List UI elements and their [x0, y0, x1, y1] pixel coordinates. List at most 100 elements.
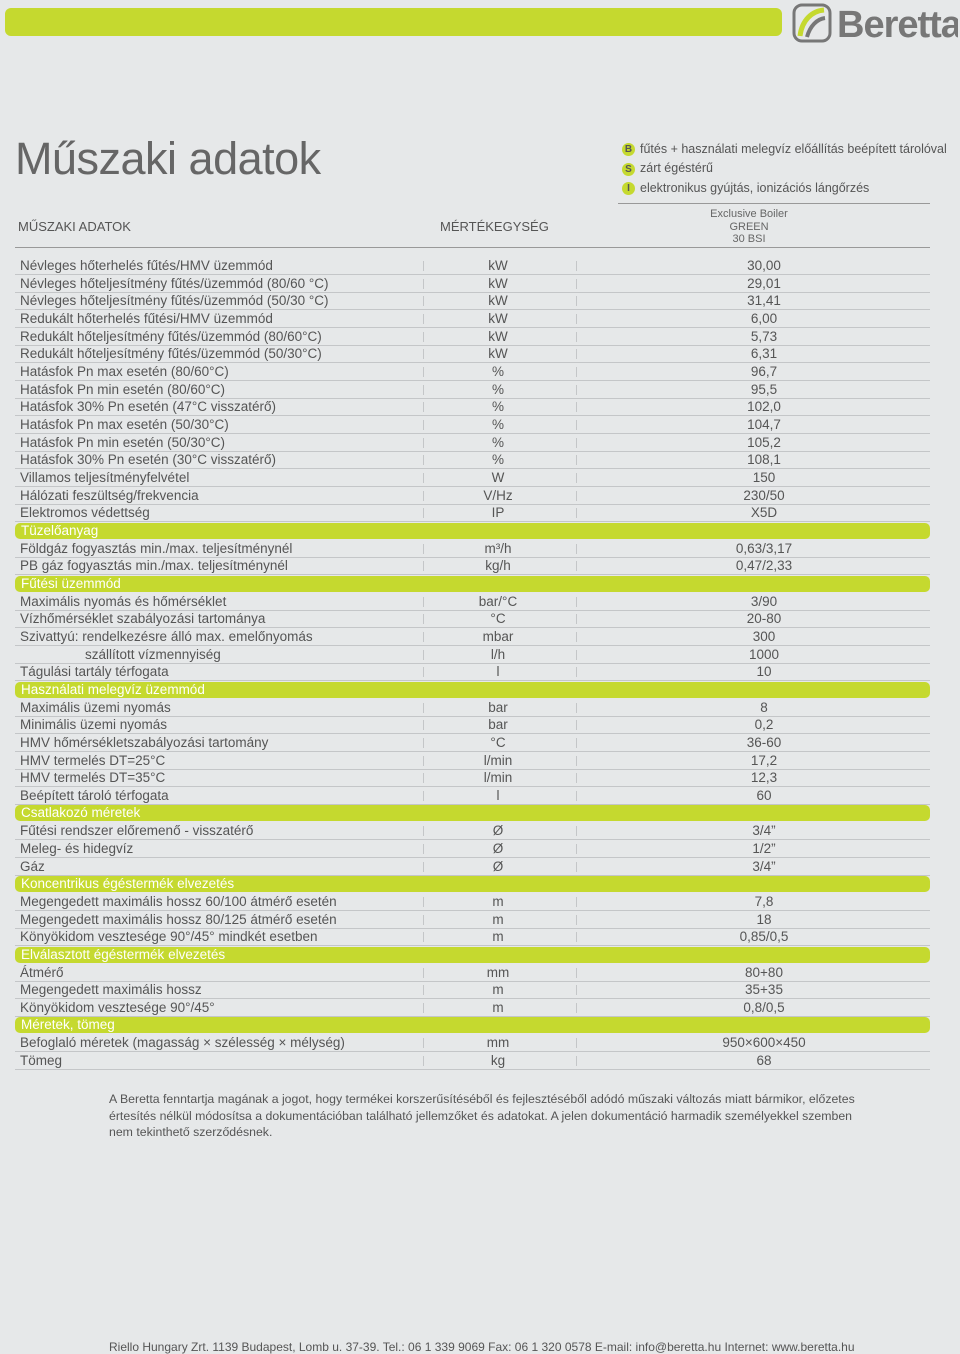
column-divider — [576, 861, 577, 872]
row-divider — [15, 433, 930, 435]
column-divider — [423, 861, 424, 872]
row-unit: kW — [488, 346, 508, 362]
column-divider — [423, 614, 424, 625]
row-label: Maximális üzemi nyomás — [20, 699, 171, 715]
row-label: HMV termelés DT=35°C — [20, 770, 166, 786]
column-divider — [423, 349, 424, 360]
row-label: Névleges hőteljesítmény fűtés/üzemmód (5… — [20, 293, 329, 309]
row-divider — [15, 733, 930, 735]
row-divider — [15, 715, 930, 717]
section-header: Méretek, tömeg — [15, 1017, 930, 1034]
logo-swoosh — [805, 16, 826, 38]
column-divider — [423, 437, 424, 448]
row-divider — [15, 291, 930, 293]
row-divider — [15, 362, 930, 364]
row-unit: bar — [488, 699, 508, 715]
column-divider — [576, 402, 577, 413]
row-divider — [15, 309, 930, 311]
row-label: Földgáz fogyasztás min./max. teljesítmén… — [20, 540, 293, 556]
column-divider — [423, 261, 424, 271]
column-divider — [423, 490, 424, 501]
row-value: 230/50 — [743, 487, 785, 503]
row-label: Megengedett maximális hossz 60/100 átmér… — [20, 894, 337, 910]
row-label: Elektromos védettség — [20, 505, 150, 521]
row-value: 0,47/2,33 — [735, 558, 793, 574]
logo-frame — [792, 3, 832, 43]
column-divider — [576, 791, 577, 802]
row-divider — [15, 662, 930, 664]
column-divider — [423, 702, 424, 713]
column-divider — [576, 278, 577, 289]
footnote-line: értesítés nélkül módosítsa a dokumentáci… — [109, 1108, 853, 1123]
model-header: Exclusive Boiler GREEN 30 BSI — [689, 208, 809, 246]
row-value: 1000 — [748, 646, 780, 662]
column-divider — [576, 490, 577, 501]
row-unit: kW — [488, 258, 508, 273]
row-divider — [15, 786, 930, 788]
column-divider — [423, 473, 424, 484]
column-divider — [576, 296, 577, 307]
column-divider — [423, 755, 424, 766]
row-unit: l — [496, 664, 500, 680]
row-divider — [15, 945, 930, 947]
column-divider — [576, 1056, 577, 1067]
legend-text: elektronikus gyújtás, ionizációs lángőrz… — [640, 180, 870, 195]
logo-swoosh — [797, 7, 825, 37]
row-label: Megengedett maximális hossz — [20, 982, 202, 998]
page-title: Műszaki adatok — [15, 133, 321, 184]
column-divider — [576, 596, 577, 607]
row-unit: mbar — [482, 629, 514, 645]
divider — [15, 247, 930, 248]
row-value: 18 — [756, 911, 772, 927]
row-divider — [15, 627, 930, 629]
row-value: 104,7 — [747, 417, 781, 433]
column-divider — [423, 773, 424, 784]
column-divider — [423, 914, 424, 925]
row-value: 0,8/0,5 — [743, 1000, 785, 1016]
row-unit: m — [492, 894, 504, 910]
column-divider — [576, 755, 577, 766]
row-divider — [15, 609, 930, 611]
row-divider — [15, 521, 930, 523]
row-unit: kW — [488, 293, 508, 309]
row-value: 3/4” — [752, 858, 776, 874]
column-divider — [576, 720, 577, 731]
column-divider — [423, 1056, 424, 1067]
row-value: 108,1 — [747, 452, 781, 468]
row-divider — [15, 1051, 930, 1053]
row-value: 105,2 — [747, 434, 781, 450]
row-value: 1/2” — [752, 841, 776, 857]
row-label: Névleges hőteljesítmény fűtés/üzemmód (8… — [20, 275, 329, 291]
column-divider — [576, 314, 577, 324]
row-label: Hatásfok Pn min esetén (80/60°C) — [20, 381, 225, 397]
row-label: HMV termelés DT=25°C — [20, 752, 166, 768]
column-divider — [576, 967, 577, 978]
section-header: Használati melegvíz üzemmód — [15, 681, 930, 698]
row-unit: bar — [488, 717, 508, 733]
row-value: 80+80 — [745, 964, 783, 980]
column-divider — [576, 985, 577, 996]
column-divider — [576, 349, 577, 360]
column-divider — [423, 897, 424, 908]
row-divider — [15, 645, 930, 647]
row-value: 36-60 — [746, 735, 782, 751]
row-unit: kW — [488, 275, 508, 291]
column-divider — [576, 773, 577, 784]
brand: Beretta — [837, 4, 958, 44]
section-header: Csatlakozó méretek — [15, 805, 930, 822]
row-value: 60 — [756, 788, 772, 804]
row-divider — [15, 380, 930, 382]
row-unit: Ø — [492, 858, 504, 874]
row-unit: % — [491, 434, 504, 450]
model-header-line: 30 BSI — [732, 233, 766, 245]
row-label: Hatásfok 30% Pn esetén (30°C visszatérő) — [20, 452, 277, 468]
column-divider — [576, 508, 577, 519]
column-divider — [423, 508, 424, 519]
column-divider — [576, 543, 577, 554]
row-value: 3/4” — [752, 823, 776, 839]
row-value: 0,85/0,5 — [739, 929, 789, 945]
row-divider — [15, 1016, 930, 1018]
row-label: Beépített tároló térfogata — [20, 788, 169, 804]
